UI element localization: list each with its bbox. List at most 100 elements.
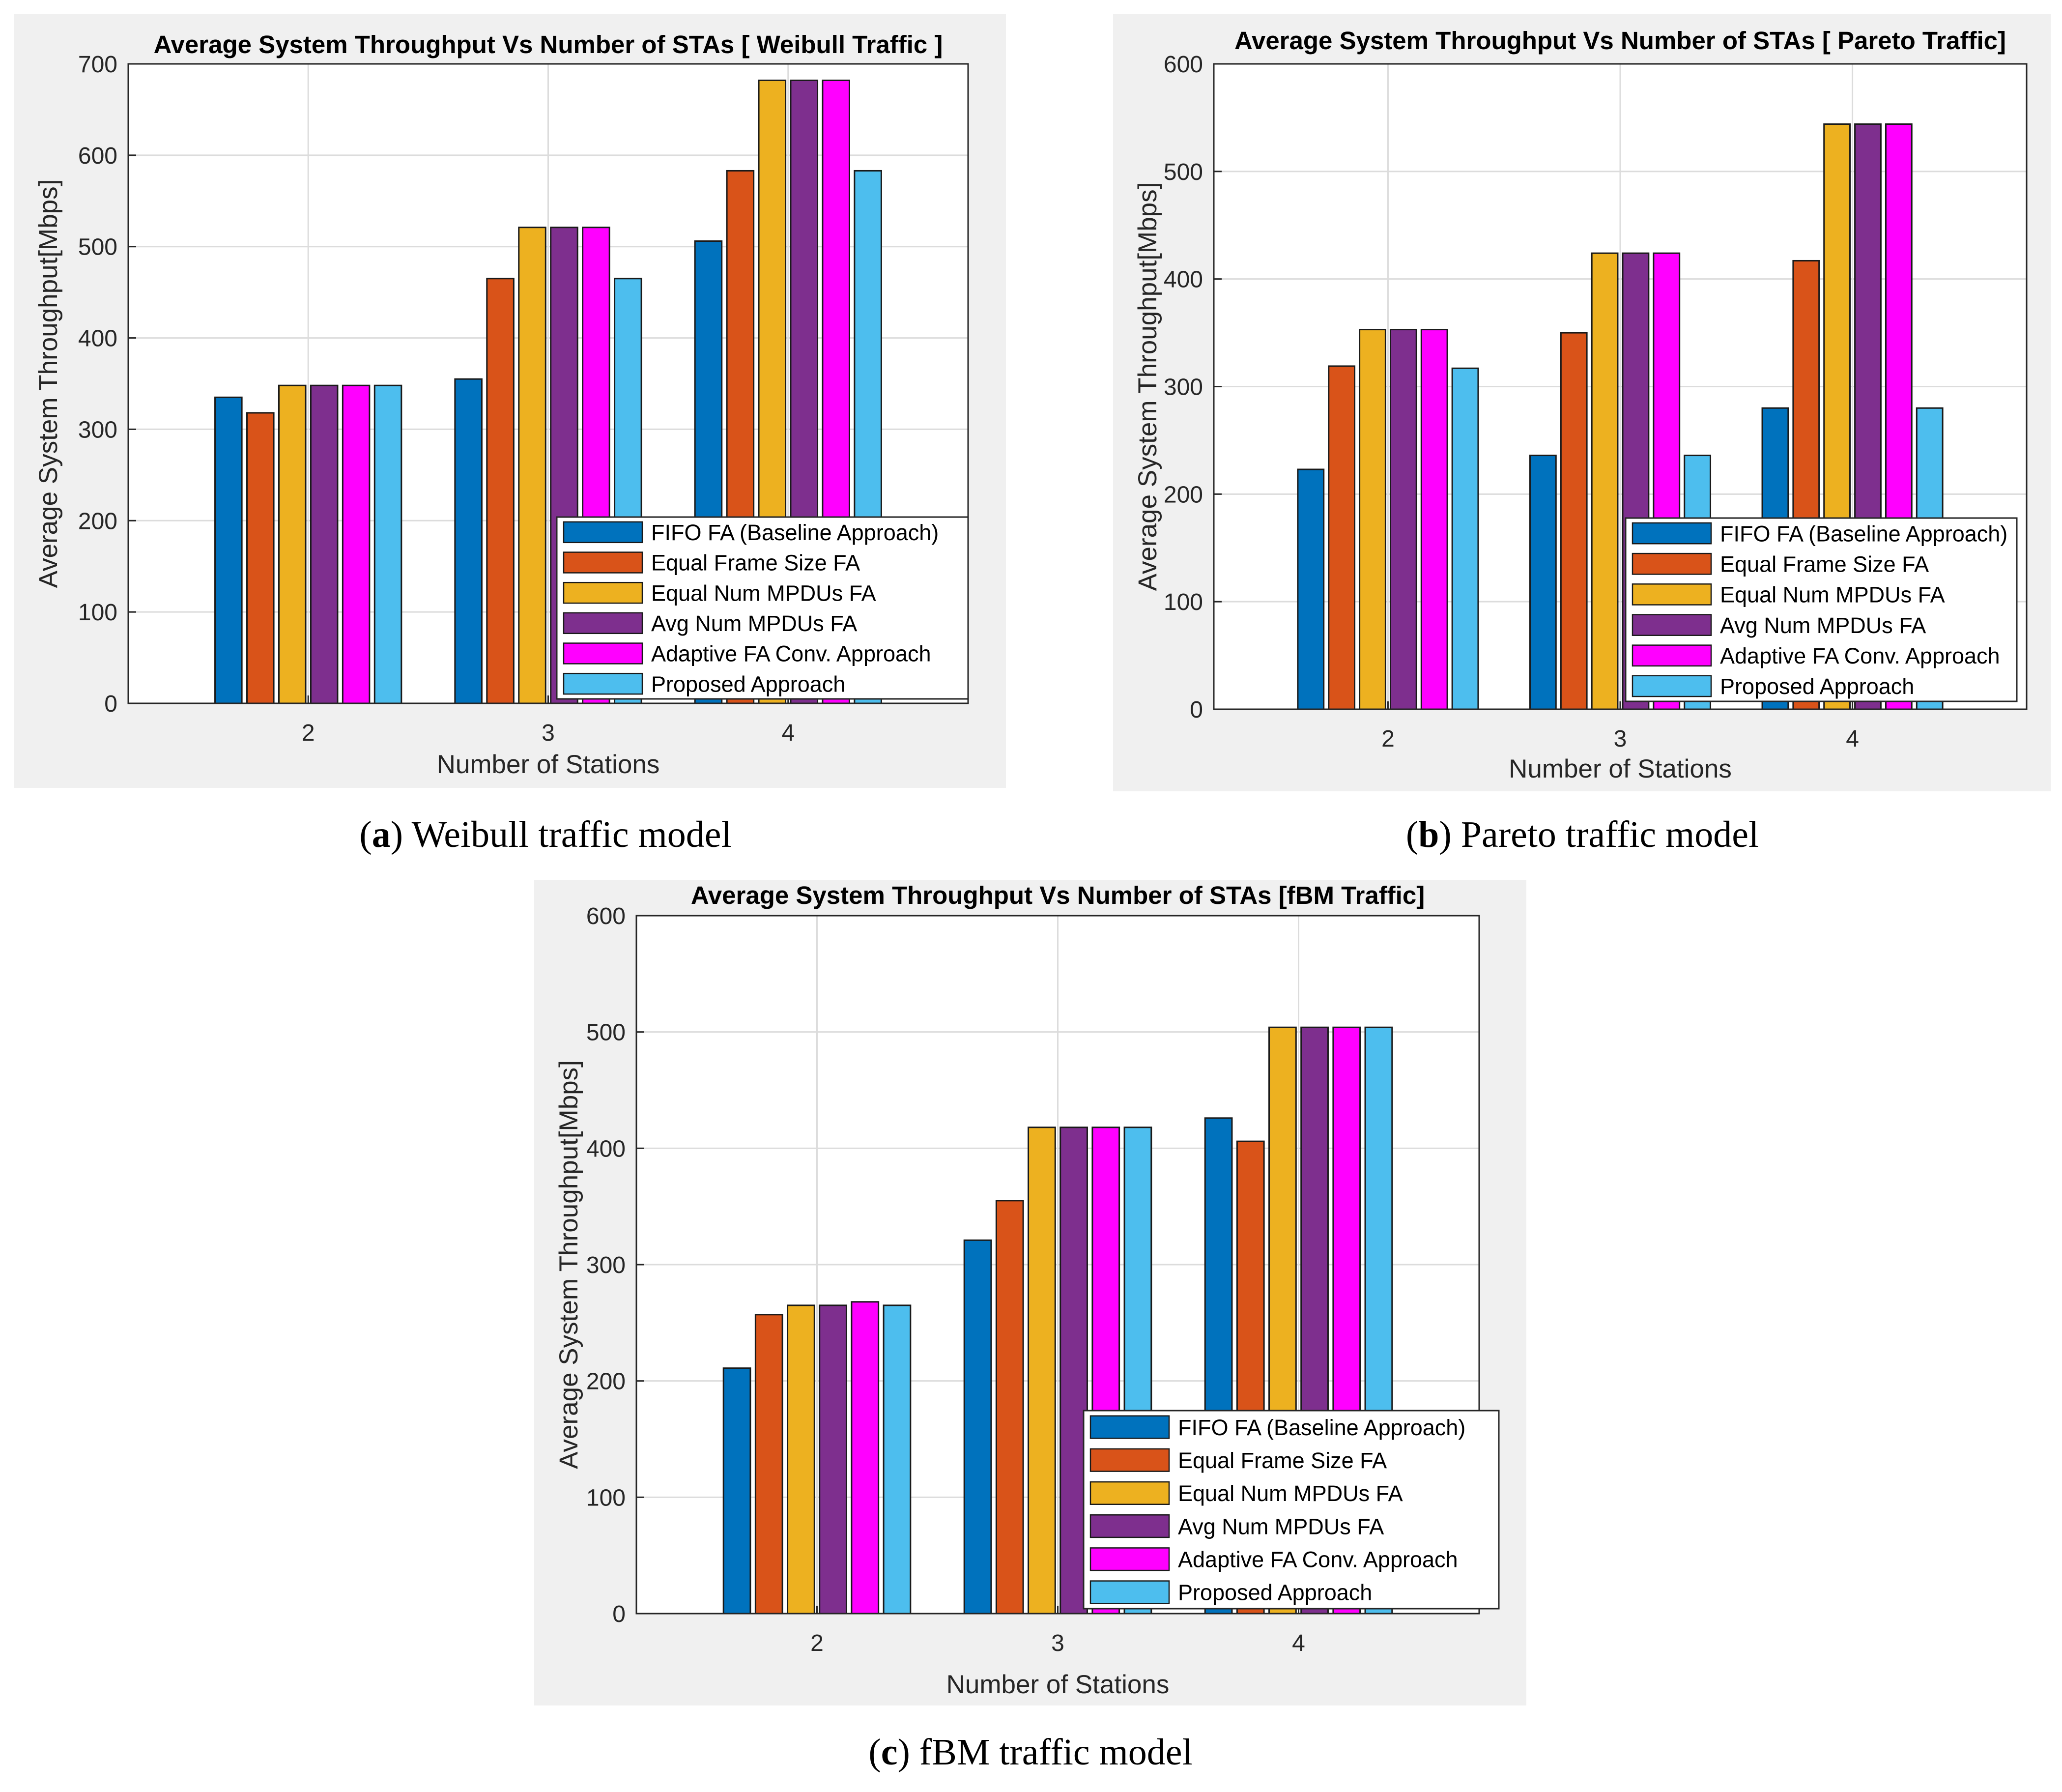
chart-title: Average System Throughput Vs Number of S… bbox=[154, 30, 943, 58]
legend-swatch bbox=[1632, 614, 1712, 636]
bar-b-s6-2 bbox=[1451, 367, 1479, 710]
x-tick-label: 4 bbox=[781, 720, 795, 746]
bar-c-s2-2 bbox=[754, 1314, 783, 1615]
y-tick-label: 700 bbox=[78, 52, 117, 78]
bar-a-s3-3 bbox=[518, 227, 546, 704]
bar-b-s4-2 bbox=[1389, 329, 1417, 710]
legend-swatch bbox=[1632, 522, 1712, 545]
bar-c-s1-2 bbox=[722, 1367, 751, 1615]
caption-letter: b bbox=[1418, 814, 1439, 855]
legend-entry: Equal Frame Size FA bbox=[1178, 1448, 1387, 1473]
bar-c-s5-2 bbox=[851, 1301, 880, 1615]
y-tick-label: 300 bbox=[1164, 375, 1203, 401]
y-tick-label: 300 bbox=[78, 417, 117, 443]
legend-entry: Proposed Approach bbox=[1720, 674, 1914, 699]
x-tick-label: 2 bbox=[810, 1630, 824, 1656]
y-axis-label: Average System Throughput[Mbps] bbox=[554, 1060, 583, 1469]
y-axis-label: Average System Throughput[Mbps] bbox=[34, 179, 63, 588]
legend-swatch bbox=[1089, 1481, 1170, 1505]
legend-entry: Equal Num MPDUs FA bbox=[651, 580, 876, 606]
legend-entry: Equal Num MPDUs FA bbox=[1178, 1481, 1403, 1506]
legend-swatch bbox=[1632, 675, 1712, 697]
y-tick-label: 200 bbox=[78, 508, 117, 534]
legend-swatch bbox=[563, 642, 643, 665]
x-tick-label: 3 bbox=[542, 720, 555, 746]
bar-a-s1-2 bbox=[214, 396, 243, 704]
bar-b-s5-2 bbox=[1420, 329, 1448, 710]
x-tick-label: 4 bbox=[1292, 1630, 1305, 1656]
legend-entry: Equal Frame Size FA bbox=[651, 550, 860, 576]
bar-b-s2-2 bbox=[1328, 365, 1356, 710]
x-axis-label: Number of Stations bbox=[1509, 754, 1732, 783]
y-tick-label: 500 bbox=[78, 234, 117, 260]
subfigure-caption: (b) Pareto traffic model bbox=[1406, 814, 1759, 855]
x-tick-label: 3 bbox=[1051, 1630, 1064, 1656]
bar-a-s3-2 bbox=[278, 384, 307, 704]
y-tick-label: 600 bbox=[586, 903, 626, 929]
bar-a-s6-2 bbox=[373, 384, 402, 704]
bar-c-s3-2 bbox=[787, 1304, 815, 1615]
x-axis-label: Number of Stations bbox=[437, 750, 660, 779]
legend-swatch bbox=[563, 672, 643, 695]
bar-b-s3-2 bbox=[1359, 329, 1386, 710]
legend-entry: Adaptive FA Conv. Approach bbox=[1720, 643, 2000, 668]
chart-c: 0 100 200 300 400 500 600 2 3 4 Average System Thr… bbox=[534, 880, 1526, 1773]
legend-box bbox=[1625, 517, 2018, 702]
subfigure-caption: (c) fBM traffic model bbox=[868, 1732, 1192, 1773]
legend-entry: Proposed Approach bbox=[651, 671, 845, 696]
legend-entry: Adaptive FA Conv. Approach bbox=[651, 641, 931, 666]
legend-swatch bbox=[1089, 1547, 1170, 1571]
y-tick-label: 600 bbox=[1164, 52, 1203, 78]
y-tick-label: 0 bbox=[104, 691, 117, 717]
legend: FIFO FA (Baseline Approach) Equal Frame S… bbox=[1083, 1410, 1500, 1610]
x-tick-label: 2 bbox=[302, 720, 315, 746]
y-tick-label: 100 bbox=[1164, 589, 1203, 615]
y-tick-label: 100 bbox=[586, 1485, 626, 1511]
bar-c-s4-3 bbox=[1060, 1127, 1088, 1615]
chart-title: Average System Throughput Vs Number of S… bbox=[1234, 27, 2006, 55]
bar-c-s1-3 bbox=[963, 1239, 992, 1615]
x-tick-label: 2 bbox=[1381, 726, 1395, 752]
legend-entry: Equal Frame Size FA bbox=[1720, 551, 1929, 577]
legend-entry: FIFO FA (Baseline Approach) bbox=[651, 520, 939, 545]
chart-b: 0 100 200 300 400 500 600 2 3 4 Average System Thr… bbox=[1113, 14, 2051, 855]
chart-a: 0 100 200 300 400 500 600 700 2 3 4 Average System … bbox=[14, 14, 1006, 855]
bar-b-s1-3 bbox=[1529, 455, 1557, 710]
y-tick-label: 300 bbox=[586, 1252, 626, 1278]
bar-a-s5-2 bbox=[342, 384, 371, 704]
y-tick-label: 500 bbox=[1164, 159, 1203, 185]
legend-swatch bbox=[1632, 583, 1712, 606]
legend-swatch bbox=[1089, 1514, 1170, 1538]
bar-a-s2-2 bbox=[246, 412, 275, 704]
bar-c-s2-3 bbox=[995, 1200, 1024, 1615]
legend-box bbox=[1083, 1410, 1500, 1610]
bar-a-s2-3 bbox=[486, 278, 515, 704]
x-tick-label: 3 bbox=[1614, 726, 1627, 752]
legend-swatch bbox=[563, 612, 643, 635]
y-tick-label: 400 bbox=[78, 326, 117, 352]
legend-swatch bbox=[1089, 1415, 1170, 1439]
bar-a-s1-3 bbox=[454, 378, 483, 704]
legend: FIFO FA (Baseline Approach) Equal Frame S… bbox=[556, 516, 969, 700]
legend-swatch bbox=[1089, 1448, 1170, 1472]
legend-entry: Adaptive FA Conv. Approach bbox=[1178, 1547, 1458, 1572]
y-tick-label: 600 bbox=[78, 143, 117, 169]
subfigure-caption: (a) Weibull traffic model bbox=[359, 814, 731, 855]
legend: FIFO FA (Baseline Approach) Equal Frame S… bbox=[1625, 517, 2018, 702]
legend-entry: Avg Num MPDUs FA bbox=[651, 611, 857, 636]
x-axis-label: Number of Stations bbox=[946, 1670, 1170, 1699]
legend-swatch bbox=[1632, 644, 1712, 667]
legend-swatch bbox=[1089, 1580, 1170, 1604]
y-tick-label: 100 bbox=[78, 600, 117, 626]
bar-b-s1-2 bbox=[1297, 468, 1325, 710]
y-tick-label: 400 bbox=[586, 1136, 626, 1162]
y-tick-label: 0 bbox=[612, 1601, 626, 1627]
chart-title: Average System Throughput Vs Number of S… bbox=[691, 881, 1425, 909]
legend-entry: FIFO FA (Baseline Approach) bbox=[1720, 521, 2007, 546]
y-tick-label: 200 bbox=[1164, 482, 1203, 508]
bar-c-s3-3 bbox=[1028, 1127, 1056, 1615]
bar-b-s2-3 bbox=[1560, 332, 1588, 710]
legend-entry: Proposed Approach bbox=[1178, 1580, 1372, 1605]
legend-entry: Avg Num MPDUs FA bbox=[1720, 613, 1926, 638]
